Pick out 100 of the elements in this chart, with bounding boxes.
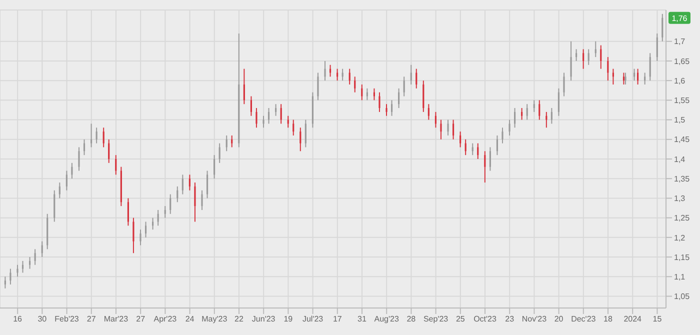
x-tick-label: 31 (358, 314, 367, 324)
y-tick-label: 1,3 (674, 194, 686, 204)
candlestick (447, 119, 449, 136)
candlestick (34, 248, 36, 266)
candlestick (624, 72, 626, 85)
candlestick (102, 127, 104, 148)
y-tick-label: 1,15 (674, 252, 690, 262)
x-tick-label: 20 (554, 314, 564, 324)
candlestick (484, 150, 486, 184)
candlestick (10, 268, 12, 285)
candlestick (594, 40, 596, 58)
y-tick-label: 1,5 (674, 116, 686, 125)
candlestick (115, 154, 117, 176)
x-tick-label: 27 (136, 314, 146, 324)
candlestick (280, 104, 282, 124)
candlestick (588, 48, 590, 66)
candlestick (390, 100, 393, 116)
y-tick-label: 1,6 (674, 76, 686, 86)
candlestick (612, 68, 614, 85)
candlestick (250, 96, 252, 116)
candlestick (633, 68, 636, 82)
candlestick (366, 88, 368, 101)
x-tick-label: 23 (505, 314, 515, 324)
x-tick-label: 27 (86, 314, 96, 324)
candlestick (201, 190, 203, 210)
x-tick-label: Nov'23 (522, 314, 548, 324)
candlestick (489, 146, 491, 172)
candlestick (170, 194, 172, 214)
candlestick (256, 108, 258, 128)
y-tick-label: 1,2 (674, 233, 686, 242)
candlestick (176, 186, 178, 203)
candlestick (348, 68, 350, 85)
candlestick (460, 131, 462, 148)
candlestick (58, 182, 60, 199)
y-tick-label: 1,1 (674, 272, 686, 282)
y-tick-label: 1,45 (674, 135, 690, 144)
candlestick (622, 72, 625, 85)
candlestick (403, 76, 405, 97)
candlestick (28, 256, 31, 270)
candlestick (127, 198, 129, 226)
candlestick (214, 154, 216, 180)
candlestick (582, 48, 584, 70)
candlestick (324, 60, 326, 82)
candlestick (563, 72, 565, 97)
x-tick-label: Feb'23 (54, 314, 80, 324)
x-tick-label: Jul'23 (302, 314, 324, 324)
y-tick-label: 1,25 (674, 214, 690, 223)
candlestick (373, 88, 375, 101)
candlestick (83, 138, 86, 156)
candlestick (218, 142, 220, 164)
candlestick (378, 92, 380, 112)
x-tick-label: Sep'23 (423, 314, 449, 324)
candlestick (662, 13, 664, 42)
x-tick-label: 17 (332, 314, 342, 324)
candlestick (194, 182, 196, 222)
x-tick-label: 24 (185, 314, 195, 324)
candlestick (157, 209, 159, 226)
candlestick (206, 170, 208, 199)
candlestick (472, 142, 474, 156)
candlestick (275, 104, 277, 116)
candlestick (152, 217, 154, 230)
x-tick-label: 16 (13, 314, 23, 324)
candlestick (558, 88, 560, 116)
y-tick-label: 1,35 (674, 174, 690, 184)
candlestick (66, 170, 68, 191)
candlestick (546, 111, 548, 128)
y-tick-label: 1,7 (674, 37, 686, 46)
x-tick-label: Mar'23 (104, 314, 129, 324)
x-tick-label: 25 (456, 314, 466, 324)
candlestick (354, 76, 356, 93)
candlestick (300, 127, 302, 152)
candlestick (182, 174, 184, 195)
candlestick (649, 52, 651, 82)
x-tick-label: May'23 (202, 314, 228, 324)
candlestick (342, 68, 344, 82)
candlestick (336, 68, 338, 82)
candlestick (508, 119, 510, 136)
candlestick (96, 127, 98, 144)
x-tick-label: Dec'23 (571, 314, 596, 324)
candlestick (398, 88, 400, 109)
candlestick (600, 44, 602, 70)
x-tick-label: 19 (284, 314, 294, 324)
x-tick-label: 2024 (624, 314, 642, 324)
candlestick (41, 240, 43, 258)
candlestick (386, 104, 388, 116)
candlestick (22, 260, 24, 274)
x-tick-label: Aug'23 (374, 314, 400, 324)
candlestick (570, 40, 572, 82)
candlestick (268, 108, 270, 124)
y-tick-label: 1,55 (674, 96, 690, 106)
candlestick (226, 134, 228, 152)
candlestick (243, 68, 245, 105)
candlestick (496, 134, 498, 156)
x-tick-label: 28 (406, 314, 416, 324)
candlestick (90, 123, 92, 148)
candlestick (533, 100, 535, 112)
x-tick-label: Jun'23 (252, 314, 276, 324)
candlestick (71, 162, 73, 180)
candlestick (637, 68, 639, 85)
y-tick-label: 1,4 (674, 154, 686, 164)
